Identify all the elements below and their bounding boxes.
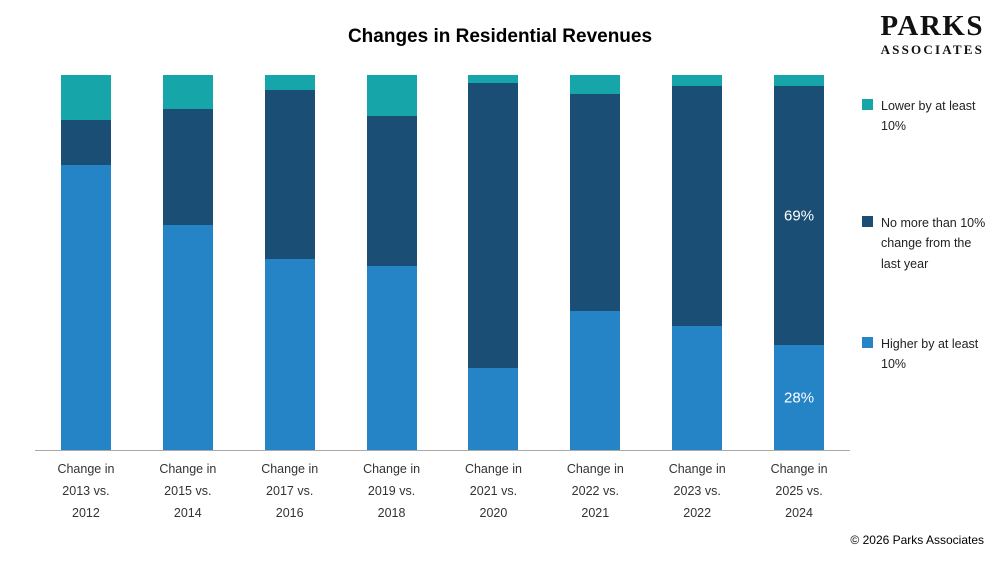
bar-segment bbox=[60, 120, 111, 165]
bar-segment bbox=[366, 75, 417, 117]
x-axis-label: Change in 2022 vs. 2021 bbox=[566, 462, 624, 520]
stacked-bar bbox=[366, 75, 417, 450]
legend-swatch bbox=[862, 337, 873, 348]
bar-segment bbox=[162, 75, 213, 109]
logo-text-associates: ASSOCIATES bbox=[880, 42, 984, 57]
bar-segment bbox=[162, 225, 213, 450]
bar-segment bbox=[468, 82, 519, 368]
logo-text-parks: PARKS bbox=[880, 10, 984, 42]
bar-segment bbox=[570, 93, 621, 312]
x-axis-label: Change in 2025 vs. 2024 bbox=[770, 462, 828, 520]
legend-label: No more than 10% change from the last ye… bbox=[881, 216, 986, 271]
bar-segment bbox=[672, 86, 723, 327]
x-axis-label: Change in 2013 vs. 2012 bbox=[57, 462, 115, 520]
legend-swatch bbox=[862, 99, 873, 110]
bar-column bbox=[137, 75, 239, 450]
bar-column: 28% 69% bbox=[748, 75, 850, 450]
bar-segment: 69% bbox=[774, 86, 825, 345]
bar-segment bbox=[672, 326, 723, 450]
x-axis-label: Change in 2015 vs. 2014 bbox=[159, 462, 217, 520]
bar-column bbox=[239, 75, 341, 450]
bar-column bbox=[341, 75, 443, 450]
legend-label: Lower by at least 10% bbox=[881, 99, 976, 134]
data-label: 28% bbox=[784, 389, 815, 406]
bar-segment bbox=[162, 108, 213, 225]
x-axis-line bbox=[35, 450, 850, 451]
bar-segment bbox=[264, 90, 315, 259]
parks-associates-logo: PARKS ASSOCIATES bbox=[880, 12, 984, 58]
bar-column bbox=[544, 75, 646, 450]
bar-segment bbox=[672, 75, 723, 87]
bar-segment bbox=[468, 367, 519, 450]
bar-segment bbox=[264, 75, 315, 90]
bar-segment bbox=[264, 258, 315, 450]
stacked-bar bbox=[60, 75, 111, 450]
legend-label: Higher by at least 10% bbox=[881, 337, 979, 372]
x-axis-labels: Change in 2013 vs. 2012 Change in 2015 vs… bbox=[35, 459, 850, 525]
bar-segment: 28% bbox=[774, 345, 825, 450]
bar-segment bbox=[60, 75, 111, 120]
data-label: 69% bbox=[784, 207, 815, 225]
stacked-bar bbox=[162, 75, 213, 450]
x-axis-label: Change in 2019 vs. 2018 bbox=[363, 462, 421, 520]
stacked-bar bbox=[468, 75, 519, 450]
bar-segment bbox=[570, 75, 621, 94]
x-axis-label: Change in 2021 vs. 2020 bbox=[464, 462, 522, 520]
bar-column bbox=[35, 75, 137, 450]
bar-segment bbox=[366, 266, 417, 450]
stacked-bar: 28% 69% bbox=[774, 75, 825, 450]
legend-item-higher: Higher by at least 10% bbox=[862, 334, 994, 375]
stacked-bar bbox=[264, 75, 315, 450]
x-axis-label: Change in 2017 vs. 2016 bbox=[261, 462, 319, 520]
chart-title: Changes in Residential Revenues bbox=[347, 26, 653, 47]
bar-column bbox=[646, 75, 748, 450]
bar-segment bbox=[366, 116, 417, 267]
stacked-bar bbox=[672, 75, 723, 450]
legend-item-lower: Lower by at least 10% bbox=[862, 96, 994, 137]
x-axis-label: Change in 2023 vs. 2022 bbox=[668, 462, 726, 520]
bar-column bbox=[443, 75, 545, 450]
bar-segment bbox=[60, 165, 111, 450]
stacked-bar bbox=[570, 75, 621, 450]
legend-item-no-change: No more than 10% change from the last ye… bbox=[862, 213, 994, 274]
bar-segment bbox=[774, 75, 825, 87]
bar-segment bbox=[570, 311, 621, 450]
plot-area: 28% 69% bbox=[35, 75, 850, 450]
legend-swatch bbox=[862, 216, 873, 227]
copyright-notice: © 2026 Parks Associates bbox=[850, 533, 984, 547]
bar-segment bbox=[468, 75, 519, 83]
legend: Lower by at least 10% No more than 10% c… bbox=[862, 0, 994, 563]
